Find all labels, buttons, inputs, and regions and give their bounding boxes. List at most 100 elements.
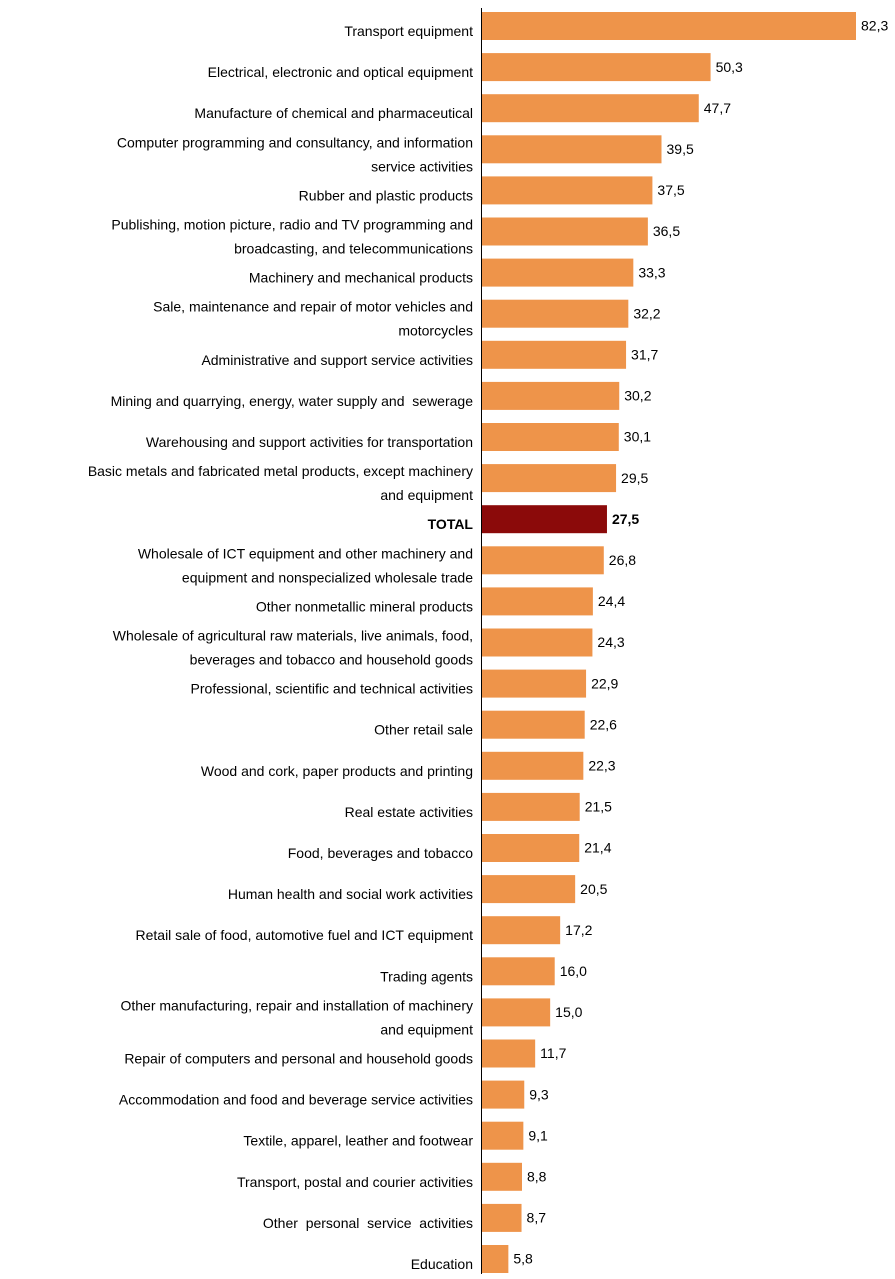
data-label: 16,0 (560, 963, 587, 979)
bar (482, 793, 580, 821)
bar (482, 546, 604, 574)
data-label: 15,0 (555, 1004, 582, 1020)
category-tick-label: Human health and social work activities (228, 886, 473, 902)
bar (482, 752, 583, 780)
bar (482, 94, 699, 122)
category-tick-label: Other personal service activities (263, 1215, 473, 1231)
bar (482, 587, 593, 615)
category-tick-label: Other retail sale (374, 722, 473, 738)
category-tick-label: Professional, scientific and technical a… (191, 681, 473, 697)
category-tick-label: Other nonmetallic mineral products (256, 598, 473, 614)
category-tick-label: Other manufacturing, repair and installa… (120, 997, 473, 1013)
bar (482, 834, 579, 862)
category-tick-label: Retail sale of food, automotive fuel and… (136, 927, 474, 943)
category-tick-label: Machinery and mechanical products (249, 270, 473, 286)
data-label: 47,7 (704, 100, 731, 116)
category-tick-label: Manufacture of chemical and pharmaceutic… (194, 105, 473, 121)
category-tick-label: broadcasting, and telecommunications (234, 241, 473, 257)
data-label: 17,2 (565, 922, 592, 938)
bar (482, 423, 619, 451)
category-tick-label: Transport, postal and courier activities (237, 1174, 473, 1190)
bar (482, 1245, 508, 1273)
bar (482, 1204, 522, 1232)
category-tick-label: service activities (371, 158, 473, 174)
bar (482, 1040, 535, 1068)
data-label: 24,3 (597, 634, 624, 650)
category-tick-label: and equipment (380, 487, 473, 503)
bar (482, 218, 648, 246)
bar (482, 1163, 522, 1191)
data-label: 5,8 (513, 1251, 533, 1267)
data-label: 22,6 (590, 716, 617, 732)
bar (482, 629, 592, 657)
data-label: 50,3 (716, 59, 743, 75)
category-tick-label: Sale, maintenance and repair of motor ve… (153, 299, 473, 315)
category-tick-label: Accommodation and food and beverage serv… (119, 1092, 473, 1108)
data-label: 11,7 (540, 1045, 566, 1061)
category-tick-label: Education (411, 1256, 473, 1272)
data-label: 31,7 (631, 347, 658, 363)
data-label: 22,3 (588, 758, 615, 774)
category-tick-label: Warehousing and support activities for t… (146, 434, 473, 450)
bar (482, 341, 626, 369)
data-label: 32,2 (633, 305, 660, 321)
bar (482, 464, 616, 492)
bar (482, 670, 586, 698)
category-tick-label: Rubber and plastic products (299, 187, 473, 203)
bar (482, 300, 628, 328)
bar (482, 875, 575, 903)
category-tick-label: and equipment (380, 1021, 473, 1037)
category-tick-label: Transport equipment (344, 23, 473, 39)
data-label: 8,8 (527, 1169, 547, 1185)
data-label: 27,5 (612, 511, 639, 527)
data-label: 21,4 (584, 840, 611, 856)
category-tick-label: Wholesale of agricultural raw materials,… (113, 628, 473, 644)
category-tick-label: Publishing, motion picture, radio and TV… (111, 217, 473, 233)
category-tick-label: TOTAL (428, 516, 474, 532)
bar (482, 176, 652, 204)
category-tick-label: Food, beverages and tobacco (288, 845, 473, 861)
data-label: 8,7 (527, 1210, 547, 1226)
data-label: 39,5 (667, 141, 694, 157)
data-label: 37,5 (657, 182, 684, 198)
category-tick-label: Mining and quarrying, energy, water supp… (111, 393, 474, 409)
data-label: 26,8 (609, 552, 636, 568)
bar (482, 53, 711, 81)
category-tick-label: Wood and cork, paper products and printi… (201, 763, 473, 779)
category-tick-label: Repair of computers and personal and hou… (124, 1051, 473, 1067)
bar (482, 135, 662, 163)
data-label: 21,5 (585, 799, 612, 815)
category-tick-label: motorcycles (398, 323, 473, 339)
category-tick-label: equipment and nonspecialized wholesale t… (182, 569, 473, 585)
data-label: 30,2 (624, 388, 651, 404)
category-tick-label: Textile, apparel, leather and footwear (243, 1133, 473, 1149)
category-tick-label: Electrical, electronic and optical equip… (208, 64, 473, 80)
bar (482, 505, 607, 533)
category-tick-label: Real estate activities (345, 804, 473, 820)
bar (482, 12, 856, 40)
bar (482, 1081, 524, 1109)
category-tick-label: Wholesale of ICT equipment and other mac… (138, 545, 473, 561)
data-label: 22,9 (591, 675, 618, 691)
data-label: 20,5 (580, 881, 607, 897)
bar (482, 259, 633, 287)
bar (482, 382, 619, 410)
data-label: 33,3 (638, 264, 665, 280)
bar (482, 711, 585, 739)
category-tick-label: Computer programming and consultancy, an… (117, 134, 473, 150)
data-label: 30,1 (624, 429, 651, 445)
bar (482, 957, 555, 985)
category-tick-label: beverages and tobacco and household good… (190, 652, 473, 668)
category-tick-label: Basic metals and fabricated metal produc… (88, 463, 473, 479)
bar (482, 1122, 523, 1150)
data-label: 9,1 (528, 1127, 548, 1143)
bar (482, 916, 560, 944)
data-label: 9,3 (529, 1086, 549, 1102)
data-label: 29,5 (621, 470, 648, 486)
category-tick-label: Trading agents (380, 968, 473, 984)
category-tick-label: Administrative and support service activ… (201, 352, 473, 368)
data-label: 82,3 (861, 18, 888, 34)
data-label: 36,5 (653, 223, 680, 239)
